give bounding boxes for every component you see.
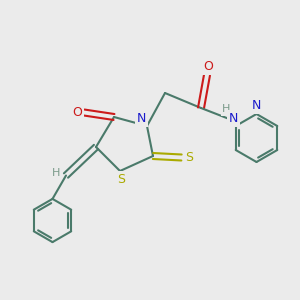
Text: N: N — [252, 99, 261, 112]
Text: H: H — [52, 167, 61, 178]
Text: H: H — [222, 104, 231, 114]
Text: N: N — [229, 112, 238, 125]
Text: S: S — [118, 173, 125, 186]
Text: S: S — [185, 151, 193, 164]
Text: N: N — [137, 112, 146, 125]
Text: O: O — [73, 106, 82, 119]
Text: O: O — [204, 60, 213, 73]
